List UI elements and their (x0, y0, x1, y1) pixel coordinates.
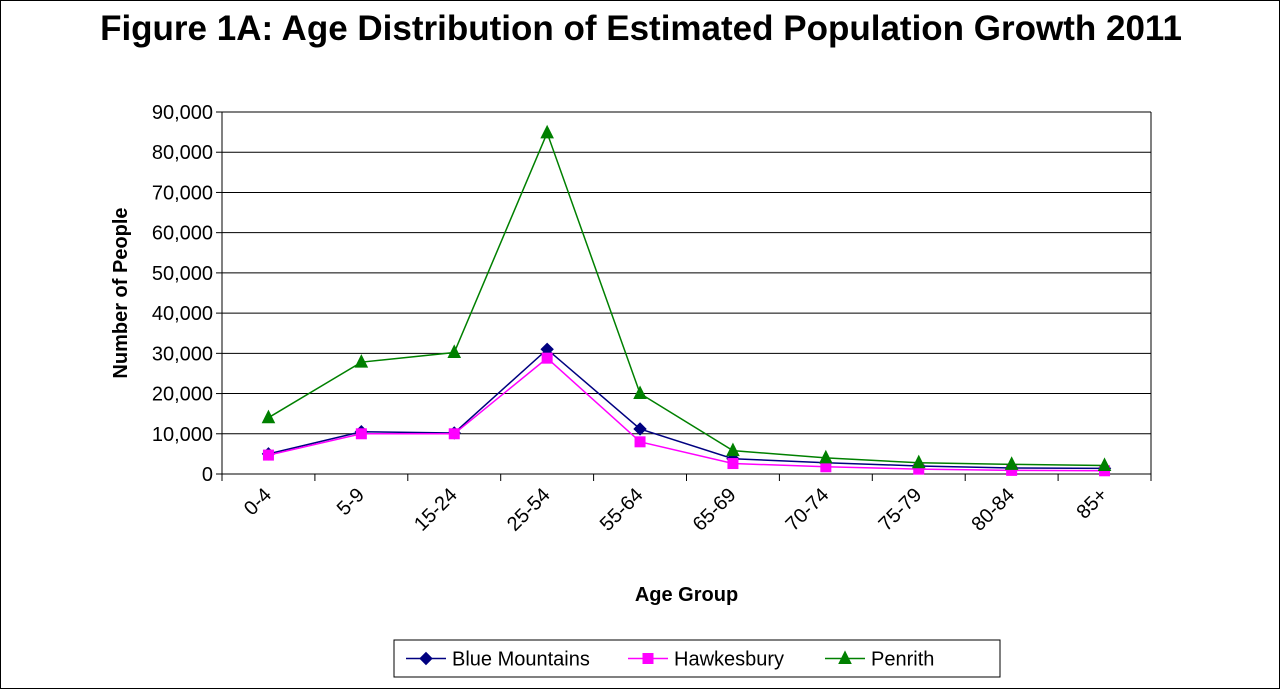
data-point (448, 428, 460, 440)
legend-item: Penrith (825, 649, 934, 671)
legend-marker (838, 650, 852, 664)
y-axis-title: Number of People (110, 207, 132, 378)
y-tick-label: 70,000 (152, 182, 213, 204)
x-tick-labels: 0-4 5-9 15-24 25-54 55-64 65-69 70-74 75-79 80-8… (240, 484, 1112, 536)
data-point (1004, 456, 1019, 470)
legend-marker (642, 653, 654, 664)
y-tick-label: 60,000 (152, 223, 213, 245)
y-tick-label: 80,000 (152, 142, 213, 164)
x-tick-label: 85+ (1073, 484, 1113, 524)
data-point (633, 385, 647, 400)
y-tick-label: 10,000 (152, 424, 213, 446)
data-point (1097, 457, 1112, 472)
data-point (727, 458, 739, 470)
data-point (540, 124, 554, 139)
x-tick-label: 0-4 (240, 484, 276, 520)
data-point (819, 449, 833, 464)
legend-label: Blue Mountains (452, 649, 590, 671)
data-point (911, 454, 926, 469)
x-tick-label: 55-64 (596, 484, 648, 536)
legend-marker (419, 651, 433, 666)
series-hawkesbury (262, 352, 1111, 477)
data-point (447, 344, 462, 359)
y-tick-label: 30,000 (152, 343, 213, 365)
x-tick-label: 5-9 (333, 484, 369, 520)
y-tick-label: 0 (202, 464, 213, 486)
chart-title: Figure 1A: Age Distribution of Estimated… (100, 9, 1182, 48)
data-point (354, 354, 369, 368)
x-tick-label: 25-54 (503, 484, 555, 536)
legend-box (393, 639, 1001, 678)
x-tick-label: 75-79 (875, 484, 927, 536)
x-axis-title: Age Group (635, 584, 738, 606)
y-tick-label: 50,000 (152, 263, 213, 285)
data-point (261, 409, 276, 424)
data-point (726, 442, 740, 457)
y-tick-label: 90,000 (152, 102, 213, 124)
series-blue-mountains (261, 342, 1112, 476)
series-penrith (261, 124, 1112, 472)
x-tick-label: 70-74 (782, 484, 834, 536)
x-tick-label: 15-24 (410, 484, 462, 536)
legend: Blue Mountains Hawkesbury Penrith (393, 639, 1001, 678)
series-line (268, 357, 1105, 472)
legend-item: Blue Mountains (406, 649, 590, 671)
data-point (634, 436, 646, 448)
axes (216, 111, 1152, 481)
legend-label: Penrith (871, 649, 934, 671)
x-tick-label: 80-84 (967, 484, 1019, 536)
data-point (262, 449, 274, 461)
y-tick-label: 40,000 (152, 303, 213, 325)
x-tick-label: 65-69 (689, 484, 741, 536)
series-line (268, 348, 1105, 470)
legend-item: Hawkesbury (628, 649, 784, 671)
gridlines (222, 111, 1151, 435)
data-point (541, 352, 553, 364)
series-line (268, 130, 1105, 467)
series (261, 124, 1112, 477)
data-point (355, 428, 367, 440)
legend-label: Hawkesbury (674, 649, 784, 671)
y-tick-labels: 0 10,000 20,000 30,000 40,000 50,000 60,000 70,… (152, 102, 213, 486)
data-point (633, 422, 647, 436)
y-tick-label: 20,000 (152, 384, 213, 406)
